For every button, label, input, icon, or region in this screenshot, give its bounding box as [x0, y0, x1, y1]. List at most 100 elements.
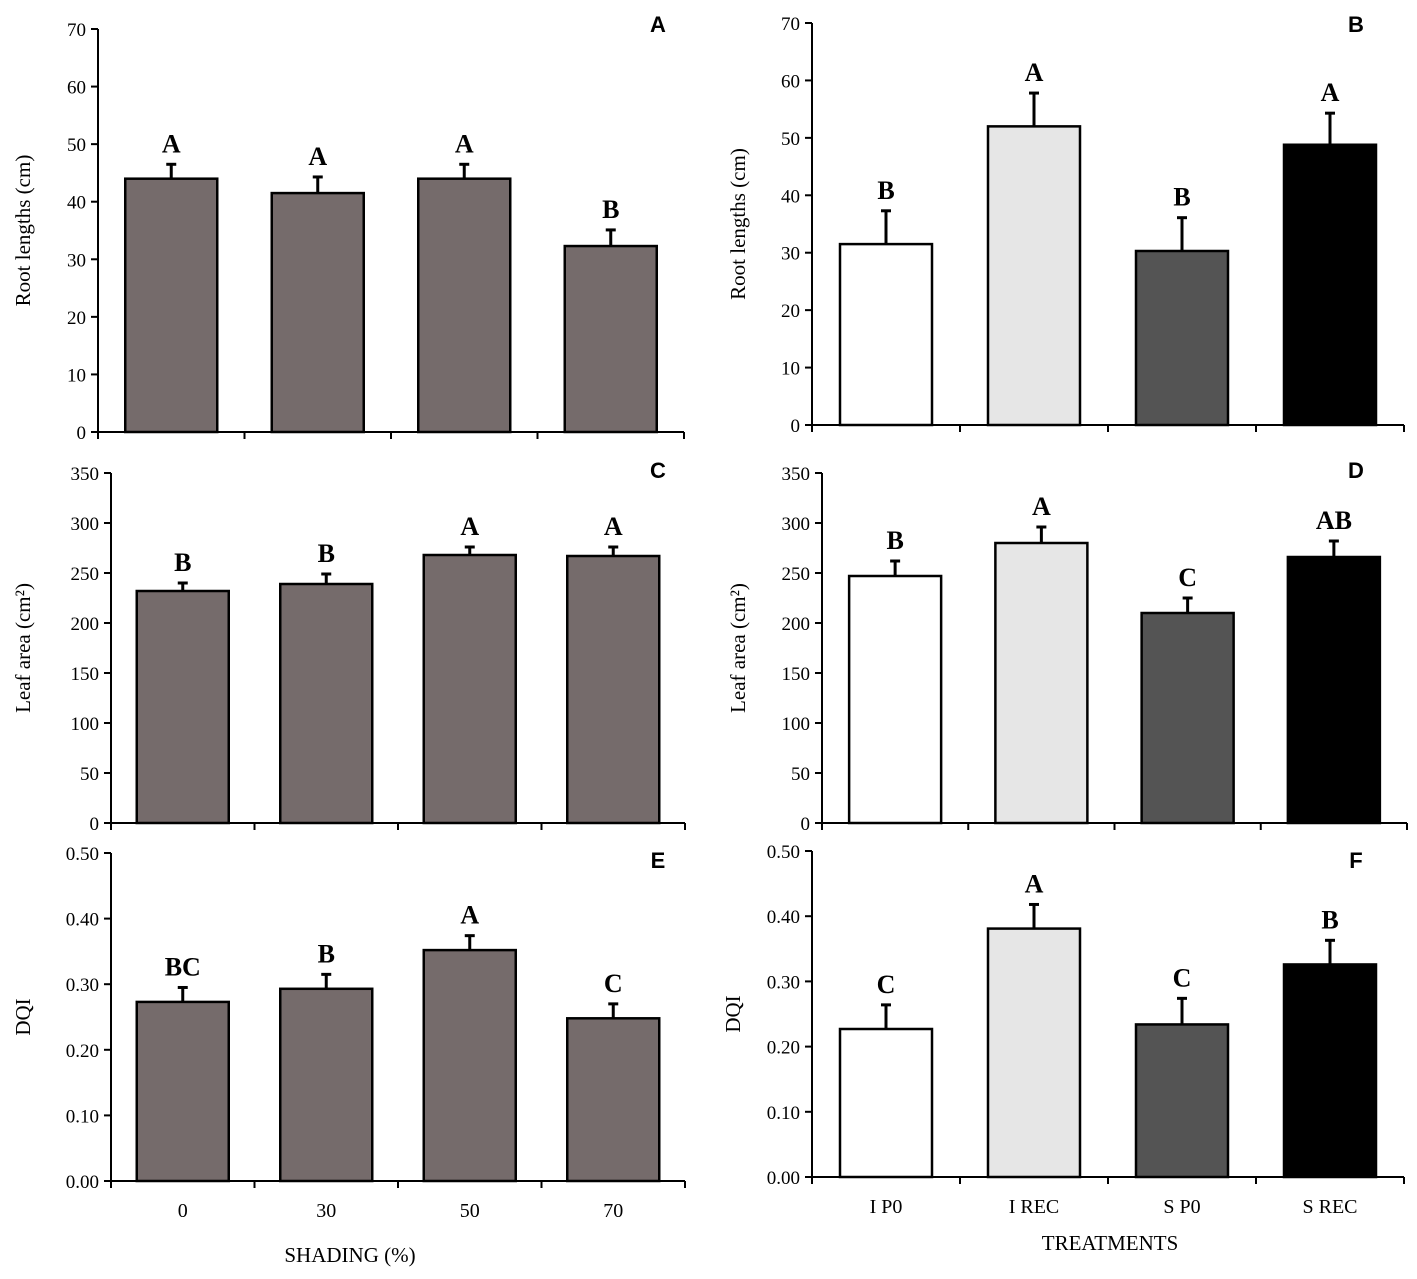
panel-label: C: [650, 458, 666, 483]
y-tick-label: 50: [791, 764, 810, 785]
y-axis-label: DQI: [11, 998, 35, 1035]
significance-letter: B: [318, 939, 335, 968]
y-tick-label: 0: [791, 416, 801, 437]
significance-letter: C: [877, 970, 896, 999]
x-axis-label: TREATMENTS: [1042, 1231, 1179, 1255]
y-axis-label: Root lengths (cm): [11, 155, 35, 307]
significance-letter: A: [455, 129, 474, 158]
y-tick-label: 300: [71, 514, 100, 535]
y-axis-label: Root lengths (cm): [726, 148, 750, 300]
y-tick-label: 200: [782, 614, 811, 635]
y-tick-label: 0.30: [66, 975, 99, 996]
bar-s-p0: [1140, 611, 1235, 825]
bar-i-p0: [838, 1027, 934, 1179]
significance-letter: A: [1032, 492, 1051, 521]
bar-i-rec: [986, 125, 1082, 427]
significance-letter: B: [602, 195, 619, 224]
y-tick-label: 70: [781, 14, 800, 35]
significance-letter: B: [877, 176, 894, 205]
bar-0: [135, 1000, 230, 1183]
error-bar: [608, 1002, 619, 1019]
panel-label: D: [1348, 458, 1364, 483]
significance-letter: B: [318, 539, 335, 568]
bar-50: [422, 948, 517, 1183]
bar-30: [279, 987, 374, 1183]
significance-letter: AB: [1316, 506, 1352, 535]
x-tick-label: 50: [460, 1200, 480, 1222]
y-tick-label: 0.10: [66, 1106, 99, 1127]
error-bar: [321, 572, 332, 584]
significance-letter: B: [1321, 905, 1338, 934]
bar-70: [563, 244, 658, 434]
bar-s-rec: [1282, 963, 1378, 1179]
error-bar: [464, 934, 475, 951]
y-axis-label: Leaf area (cm²): [11, 583, 35, 713]
y-tick-label: 0.50: [66, 844, 99, 865]
y-tick-label: 150: [782, 664, 811, 685]
error-bar: [608, 545, 619, 556]
x-tick-label: 30: [316, 1200, 336, 1222]
bar-i-rec: [994, 541, 1089, 825]
panel-label: B: [1348, 12, 1364, 37]
y-tick-label: 0: [77, 423, 87, 444]
error-bar: [1177, 996, 1187, 1025]
y-tick-label: 30: [781, 244, 800, 265]
y-tick-label: 40: [781, 186, 800, 207]
bar-i-p0: [838, 242, 934, 427]
y-tick-label: 0.00: [66, 1172, 99, 1193]
x-tick-label: S REC: [1302, 1196, 1357, 1218]
significance-letter: A: [604, 512, 623, 541]
error-bar: [177, 581, 188, 591]
y-tick-label: 20: [67, 308, 86, 329]
bar-70: [566, 1017, 661, 1183]
significance-letter: A: [1025, 869, 1044, 898]
error-bar: [881, 209, 891, 245]
y-tick-label: 10: [67, 365, 86, 386]
error-bar: [459, 162, 470, 179]
x-tick-label: S P0: [1163, 1196, 1200, 1218]
error-bar: [1325, 111, 1335, 145]
significance-letter: A: [308, 142, 327, 171]
bar-s-rec: [1286, 555, 1382, 825]
y-tick-label: 0.20: [767, 1038, 800, 1059]
panel-a: 0 10 20 30 40 50 60 70 A A A B A Root lengths (cm): [11, 12, 685, 444]
error-bar: [1029, 902, 1039, 929]
significance-letter: A: [162, 129, 181, 158]
significance-letter: A: [1025, 58, 1044, 87]
significance-letter: A: [460, 901, 479, 930]
bar-s-rec: [1282, 143, 1378, 427]
error-bar: [177, 985, 188, 1002]
bar-i-rec: [986, 927, 1082, 1179]
error-bar: [321, 972, 332, 989]
y-tick-label: 10: [781, 359, 800, 380]
error-bar: [890, 559, 901, 576]
y-tick-label: 100: [71, 714, 100, 735]
y-tick-label: 30: [67, 250, 86, 271]
bar-30: [279, 582, 374, 825]
x-axis-label: SHADING (%): [284, 1243, 415, 1267]
bar-s-p0: [1134, 1023, 1230, 1179]
y-tick-label: 350: [71, 464, 100, 485]
y-tick-label: 0.40: [66, 910, 99, 931]
y-tick-label: 0.50: [767, 842, 800, 863]
error-bar: [1036, 525, 1047, 543]
bar-70: [566, 554, 661, 825]
bar-50: [422, 553, 517, 825]
bar-30: [270, 191, 365, 434]
y-tick-label: 60: [67, 78, 86, 99]
error-bar: [1328, 539, 1339, 557]
significance-letter: C: [1173, 963, 1192, 992]
significance-letter: A: [460, 512, 479, 541]
y-tick-label: 300: [782, 514, 811, 535]
y-tick-label: 0.30: [767, 972, 800, 993]
error-bar: [166, 162, 177, 179]
y-tick-label: 0: [90, 814, 100, 835]
panel-e: 0.00 0.10 0.20 0.30 0.40 0.50 BC 0 B 30 A 50 C 70 E DQI…: [11, 844, 686, 1267]
x-tick-label: 0: [178, 1200, 188, 1222]
y-axis-label: DQI: [721, 995, 745, 1032]
bar-s-p0: [1134, 249, 1230, 427]
y-tick-label: 0.20: [66, 1041, 99, 1062]
error-bar: [1325, 938, 1335, 965]
significance-letter: A: [1321, 78, 1340, 107]
